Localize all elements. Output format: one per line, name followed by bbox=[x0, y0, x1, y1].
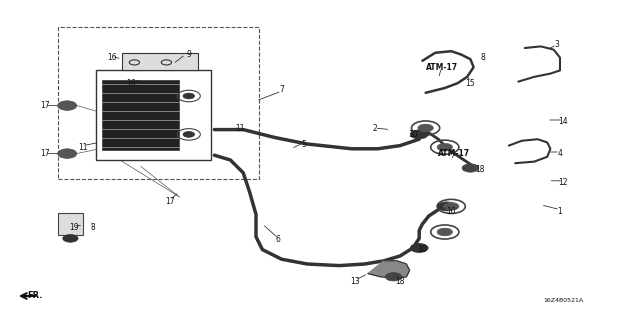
Text: 10: 10 bbox=[408, 130, 418, 139]
Bar bbox=[58, 213, 83, 235]
Text: 19: 19 bbox=[68, 223, 79, 232]
Text: 11: 11 bbox=[79, 143, 88, 152]
Circle shape bbox=[410, 130, 428, 139]
Circle shape bbox=[410, 244, 428, 252]
Text: 3: 3 bbox=[554, 40, 559, 49]
Text: 5: 5 bbox=[301, 140, 307, 148]
Circle shape bbox=[462, 164, 479, 172]
Bar bbox=[96, 70, 211, 160]
Text: 6: 6 bbox=[276, 236, 281, 244]
Text: 10: 10 bbox=[417, 245, 428, 254]
Text: ATM-17: ATM-17 bbox=[426, 63, 458, 72]
Text: 4: 4 bbox=[557, 149, 563, 158]
Text: 17: 17 bbox=[40, 149, 50, 158]
Text: FR.: FR. bbox=[28, 292, 43, 300]
Circle shape bbox=[58, 101, 77, 110]
Circle shape bbox=[58, 149, 77, 158]
Text: 2: 2 bbox=[372, 124, 377, 132]
Text: 12: 12 bbox=[559, 178, 568, 187]
Text: 14: 14 bbox=[558, 117, 568, 126]
Text: 18: 18 bbox=[396, 277, 404, 286]
Text: 13: 13 bbox=[350, 277, 360, 286]
Circle shape bbox=[444, 203, 459, 210]
Text: 11: 11 bbox=[236, 124, 244, 132]
Bar bbox=[122, 53, 198, 70]
Text: 8: 8 bbox=[481, 53, 486, 62]
Circle shape bbox=[183, 132, 195, 137]
Circle shape bbox=[63, 235, 78, 242]
Text: 16Z4B0521A: 16Z4B0521A bbox=[543, 298, 583, 303]
Text: 9: 9 bbox=[186, 50, 191, 59]
Polygon shape bbox=[368, 261, 410, 278]
Text: 18: 18 bbox=[476, 165, 484, 174]
Text: 17: 17 bbox=[40, 101, 50, 110]
Text: 10: 10 bbox=[446, 207, 456, 216]
Circle shape bbox=[438, 202, 456, 211]
Text: 7: 7 bbox=[279, 85, 284, 94]
Circle shape bbox=[437, 143, 452, 151]
Text: 15: 15 bbox=[465, 79, 476, 88]
Circle shape bbox=[385, 273, 402, 281]
Text: ATM-17: ATM-17 bbox=[438, 149, 470, 158]
Text: 16: 16 bbox=[107, 53, 117, 62]
Text: 8: 8 bbox=[90, 223, 95, 232]
Bar bbox=[102, 80, 179, 150]
Text: 1: 1 bbox=[557, 207, 563, 216]
Circle shape bbox=[418, 124, 433, 132]
Circle shape bbox=[183, 93, 195, 99]
Text: 17: 17 bbox=[164, 197, 175, 206]
Circle shape bbox=[437, 228, 452, 236]
Text: 16: 16 bbox=[126, 79, 136, 88]
